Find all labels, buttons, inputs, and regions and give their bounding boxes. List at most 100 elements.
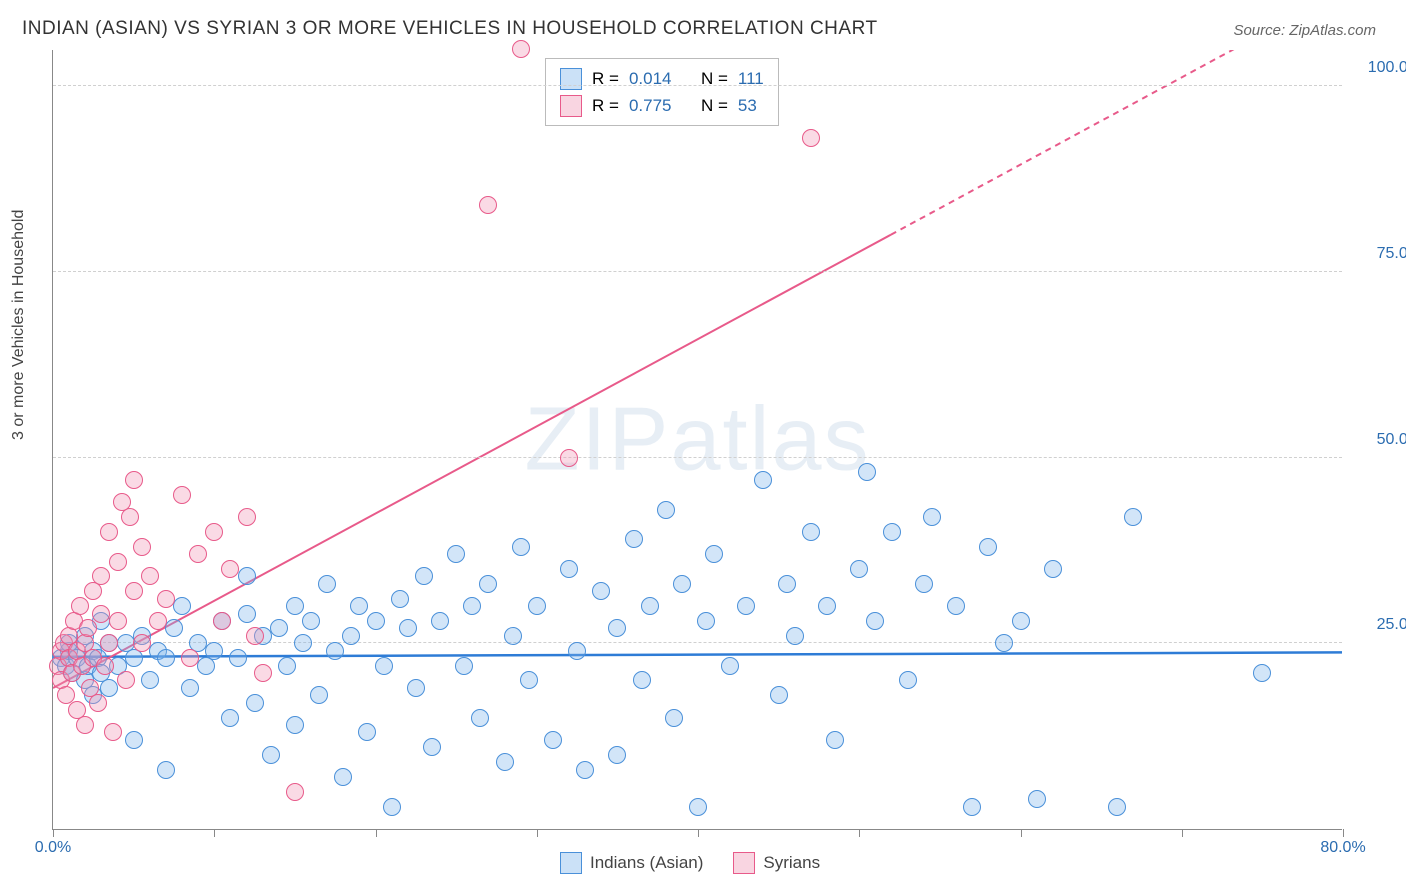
legend-swatch <box>560 68 582 90</box>
scatter-point <box>802 129 820 147</box>
scatter-point <box>737 597 755 615</box>
scatter-point <box>254 664 272 682</box>
scatter-point <box>568 642 586 660</box>
scatter-point <box>818 597 836 615</box>
x-tick <box>376 829 377 837</box>
scatter-point <box>391 590 409 608</box>
scatter-point <box>633 671 651 689</box>
scatter-point <box>463 597 481 615</box>
legend-label: Syrians <box>763 853 820 873</box>
scatter-point <box>947 597 965 615</box>
scatter-point <box>189 545 207 563</box>
scatter-point <box>504 627 522 645</box>
scatter-point <box>899 671 917 689</box>
scatter-point <box>133 538 151 556</box>
scatter-point <box>157 590 175 608</box>
scatter-point <box>246 694 264 712</box>
n-value: 111 <box>738 65 764 92</box>
y-tick-label: 25.0% <box>1352 616 1406 634</box>
x-tick <box>537 829 538 837</box>
x-tick-label: 80.0% <box>1320 839 1365 857</box>
scatter-point <box>512 40 530 58</box>
scatter-point <box>125 471 143 489</box>
scatter-point <box>100 523 118 541</box>
scatter-point <box>104 723 122 741</box>
scatter-point <box>71 597 89 615</box>
scatter-point <box>665 709 683 727</box>
scatter-point <box>778 575 796 593</box>
source-attribution: Source: ZipAtlas.com <box>1233 22 1376 39</box>
scatter-point <box>415 567 433 585</box>
scatter-point <box>221 560 239 578</box>
scatter-point <box>262 746 280 764</box>
scatter-point <box>334 768 352 786</box>
scatter-point <box>1108 798 1126 816</box>
x-tick <box>214 829 215 837</box>
scatter-point <box>205 523 223 541</box>
scatter-point <box>705 545 723 563</box>
y-axis-label: 3 or more Vehicles in Household <box>10 210 28 440</box>
scatter-point <box>125 582 143 600</box>
scatter-point <box>560 560 578 578</box>
scatter-point <box>592 582 610 600</box>
r-value: 0.775 <box>629 92 672 119</box>
scatter-point <box>520 671 538 689</box>
scatter-point <box>286 716 304 734</box>
scatter-point <box>479 196 497 214</box>
gridline-horizontal <box>53 85 1342 86</box>
scatter-point <box>205 642 223 660</box>
legend-row: R =0.775 N =53 <box>560 92 764 119</box>
legend-swatch <box>733 852 755 874</box>
scatter-point <box>117 671 135 689</box>
scatter-point <box>1028 790 1046 808</box>
scatter-point <box>213 612 231 630</box>
scatter-point <box>608 746 626 764</box>
scatter-point <box>79 619 97 637</box>
scatter-point <box>858 463 876 481</box>
scatter-point <box>786 627 804 645</box>
scatter-point <box>1124 508 1142 526</box>
scatter-point <box>447 545 465 563</box>
scatter-point <box>979 538 997 556</box>
scatter-point <box>92 567 110 585</box>
scatter-point <box>270 619 288 637</box>
scatter-point <box>238 567 256 585</box>
scatter-point <box>754 471 772 489</box>
scatter-point <box>923 508 941 526</box>
legend-swatch <box>560 95 582 117</box>
scatter-point <box>673 575 691 593</box>
watermark-zip: ZIP <box>524 389 670 489</box>
gridline-horizontal <box>53 271 1342 272</box>
scatter-point <box>121 508 139 526</box>
scatter-point <box>238 508 256 526</box>
scatter-point <box>350 597 368 615</box>
scatter-point <box>221 709 239 727</box>
chart-title: INDIAN (ASIAN) VS SYRIAN 3 OR MORE VEHIC… <box>22 18 878 40</box>
scatter-point <box>1044 560 1062 578</box>
series-legend: Indians (Asian)Syrians <box>560 852 820 874</box>
scatter-point <box>641 597 659 615</box>
scatter-point <box>850 560 868 578</box>
scatter-point <box>399 619 417 637</box>
correlation-legend: R =0.014 N =111R =0.775 N =53 <box>545 58 779 126</box>
scatter-point <box>76 716 94 734</box>
scatter-point <box>375 657 393 675</box>
scatter-point <box>294 634 312 652</box>
x-tick-label: 0.0% <box>35 839 71 857</box>
trendlines-svg <box>53 50 1342 829</box>
scatter-point <box>689 798 707 816</box>
scatter-point <box>173 597 191 615</box>
scatter-point <box>995 634 1013 652</box>
scatter-point <box>915 575 933 593</box>
legend-row: R =0.014 N =111 <box>560 65 764 92</box>
scatter-point <box>697 612 715 630</box>
scatter-point <box>278 657 296 675</box>
scatter-point <box>802 523 820 541</box>
plot-area: ZIPatlas R =0.014 N =111R =0.775 N =53 2… <box>52 50 1342 830</box>
x-tick <box>53 829 54 837</box>
scatter-point <box>407 679 425 697</box>
scatter-point <box>133 634 151 652</box>
scatter-point <box>326 642 344 660</box>
scatter-point <box>657 501 675 519</box>
x-tick <box>698 829 699 837</box>
